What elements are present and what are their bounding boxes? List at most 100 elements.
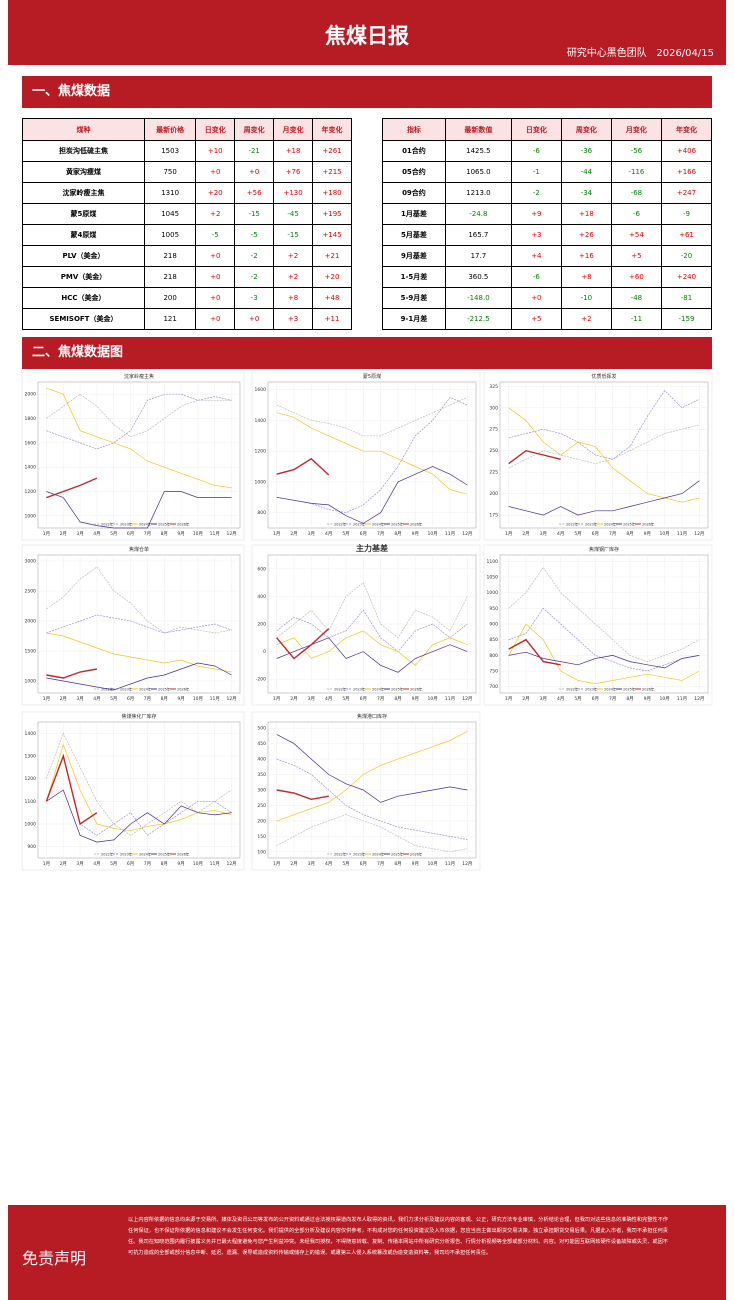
column-header: 最新数值 — [444, 118, 512, 141]
cell: -148.0 — [444, 287, 512, 309]
x-tick-label: 12月 — [226, 531, 236, 537]
header: 焦煤日报 研究中心黑色团队 2026/04/15 — [8, 0, 726, 65]
legend-label: 2026年 — [177, 852, 190, 857]
x-tick-label: 5月 — [342, 861, 349, 867]
row: 蒙4原煤 1005 -5 -5 -15 +145 — [22, 224, 352, 246]
x-tick-label: 11月 — [677, 531, 687, 537]
x-tick-label: 8月 — [394, 696, 401, 702]
x-tick-label: 1月 — [273, 531, 280, 537]
cell: -56 — [610, 140, 662, 162]
series-line — [508, 449, 561, 465]
cell: 9-1月差 — [382, 308, 446, 330]
disclaimer-text: 以上内容所依据的信息均来源于交易所、媒体及资讯公司等发布的公开资料或通过合法授权… — [128, 1217, 668, 1256]
y-tick-label: 150 — [257, 834, 266, 840]
x-tick-label: 12月 — [226, 696, 236, 702]
legend-label: 2024年 — [604, 687, 617, 692]
cell: -5 — [195, 224, 236, 246]
cell: 121 — [143, 308, 197, 330]
cell: +195 — [312, 203, 352, 225]
x-tick-label: 6月 — [127, 696, 134, 702]
x-tick-label: 8月 — [161, 696, 168, 702]
series-line — [276, 397, 468, 437]
cell: -24.8 — [444, 203, 512, 225]
legend-label: 2025年 — [158, 852, 171, 857]
cell: +10 — [195, 140, 236, 162]
cell: +5 — [510, 308, 562, 330]
row: 01合约 1425.5 -6 -36 -56 +406 — [382, 140, 713, 162]
x-tick-label: 12月 — [462, 531, 472, 537]
series-line — [276, 734, 468, 803]
cell: +0 — [234, 161, 275, 183]
x-tick-label: 11月 — [210, 861, 220, 867]
row: 9月基差 17.7 +4 +16 +5 -20 — [382, 245, 713, 267]
row: 1-5月差 360.5 -6 +8 +60 +240 — [382, 266, 713, 288]
x-tick-label: 11月 — [445, 531, 455, 537]
column-header: 周变化 — [560, 118, 612, 141]
y-tick-label: 1300 — [25, 754, 37, 760]
chart-frame — [21, 711, 245, 871]
cell: -1 — [510, 161, 562, 183]
cell: +215 — [312, 161, 352, 183]
date: 2026/04/15 — [656, 48, 714, 59]
cell: +2 — [273, 266, 314, 288]
chart-frame — [251, 544, 481, 706]
cell: -6 — [610, 203, 662, 225]
y-tick-label: 0 — [263, 649, 266, 655]
legend-label: 2022年 — [101, 522, 114, 527]
legend-label: 2025年 — [391, 852, 404, 857]
series-line — [508, 623, 700, 684]
plot-area — [267, 381, 477, 529]
x-tick-label: 3月 — [76, 696, 83, 702]
x-tick-label: 8月 — [394, 861, 401, 867]
x-tick-label: 2月 — [60, 861, 67, 867]
header-meta: 研究中心黑色团队 2026/04/15 — [567, 44, 714, 59]
y-tick-label: 200 — [257, 622, 266, 628]
cell: +20 — [312, 266, 352, 288]
series-line — [46, 387, 232, 489]
cell: +4 — [510, 245, 562, 267]
cell: 黄家沟瘦煤 — [22, 161, 145, 183]
y-tick-label: 1600 — [25, 440, 37, 446]
y-tick-label: 900 — [27, 844, 36, 850]
row: HCC（美金） 200 +0 -3 +8 +48 — [22, 287, 352, 309]
section-bar: 二、焦煤数据图 — [22, 337, 712, 369]
chart-frame — [251, 711, 481, 871]
series-line — [508, 407, 700, 503]
series-line — [276, 609, 468, 653]
cell: +0 — [234, 308, 275, 330]
series-line — [508, 607, 700, 672]
cell: SEMISOFT（美金） — [22, 308, 145, 330]
cell: +8 — [273, 287, 314, 309]
x-tick-label: 12月 — [694, 696, 704, 702]
y-tick-label: 450 — [257, 741, 266, 747]
x-tick-label: 3月 — [76, 861, 83, 867]
row: 1月基差 -24.8 +9 +18 -6 -9 — [382, 203, 713, 225]
y-tick-label: 225 — [489, 470, 498, 476]
x-tick-label: 3月 — [540, 531, 547, 537]
x-tick-label: 6月 — [360, 861, 367, 867]
y-tick-label: 1400 — [25, 731, 37, 737]
x-tick-label: 5月 — [574, 531, 581, 537]
series-line — [276, 457, 330, 476]
x-tick-label: 1月 — [505, 696, 512, 702]
cell: PLV（美金） — [22, 245, 145, 267]
cell: -10 — [560, 287, 612, 309]
legend-label: 2024年 — [372, 522, 385, 527]
series-line — [46, 566, 232, 634]
cell: -2 — [234, 245, 275, 267]
section-bar: 一、焦煤数据 — [22, 76, 712, 108]
y-tick-label: 800 — [257, 510, 266, 516]
series-line — [276, 396, 468, 513]
x-tick-label: 9月 — [644, 696, 651, 702]
y-tick-label: 350 — [257, 772, 266, 778]
cell: -212.5 — [444, 308, 512, 330]
cell: -81 — [660, 287, 713, 309]
chart-title: 优质低挥发 — [591, 373, 616, 380]
legend-label: 2023年 — [120, 852, 133, 857]
legend-label: 2023年 — [353, 522, 366, 527]
row: 蒙5原煤 1045 +2 -15 -45 +195 — [22, 203, 352, 225]
series-line — [46, 491, 232, 529]
y-tick-label: 300 — [489, 405, 498, 411]
futures-table: 指标 最新数值 日变化 周变化 月变化 年变化 01合约 1425.5 -6 -36 -56 +406… — [382, 118, 713, 330]
